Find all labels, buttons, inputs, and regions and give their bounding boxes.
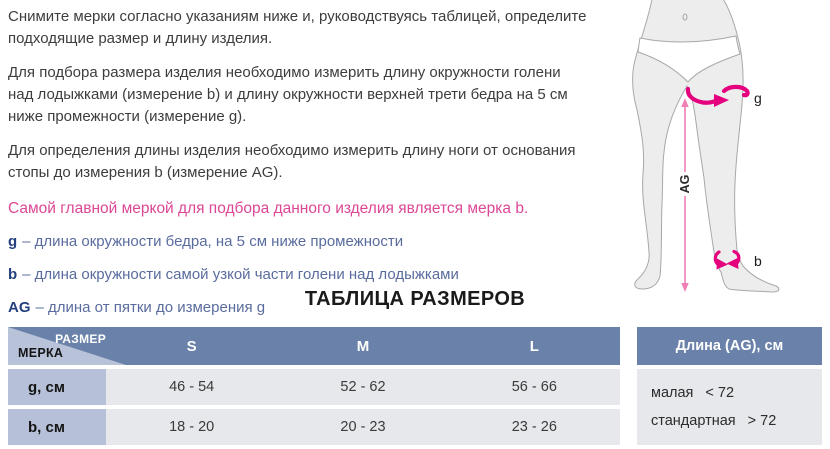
size-table-title: ТАБЛИЦА РАЗМЕРОВ	[304, 288, 526, 310]
intro-paragraph-1: Снимите мерки согласно указаниям ниже и,…	[8, 8, 587, 47]
highlight-note: Самой главной меркой для подбора данного…	[8, 200, 529, 217]
table-row-g: g, см 46 - 54 52 - 62 56 - 66	[8, 369, 620, 405]
corner-label-size: РАЗМЕР	[55, 332, 106, 346]
row-cells-b: 18 - 20 20 - 23 23 - 26	[106, 409, 620, 445]
length-table: Длина (AG), см малая < 72 стандартная > …	[637, 327, 822, 445]
size-table-corner-cell: РАЗМЕР МЕРКА	[8, 327, 126, 365]
length-label-short: малая	[651, 385, 694, 401]
row-label-b: b, см	[8, 409, 106, 445]
instructions-column: Снимите мерки согласно указаниям ниже и,…	[8, 6, 640, 319]
length-value-standard: > 72	[747, 413, 777, 429]
legs-measurement-figure: g AG b	[630, 0, 830, 320]
cell-b-m: 20 - 23	[340, 419, 386, 435]
definition-b-text: – длина окружности самой узкой части гол…	[22, 266, 459, 283]
body-silhouette	[632, 0, 780, 293]
cell-g-l: 56 - 66	[511, 379, 557, 395]
row-cells-g: 46 - 54 52 - 62 56 - 66	[106, 369, 620, 405]
cell-g-m: 52 - 62	[340, 379, 386, 395]
b-label: b	[754, 253, 762, 269]
tables-section: РАЗМЕР МЕРКА S M L g, см 46 - 54 52 - 62…	[8, 327, 822, 445]
definition-b-term: b	[8, 266, 18, 283]
length-table-header: Длина (AG), см	[637, 327, 822, 365]
intro-paragraph-3: Для определения длины изделия необходимо…	[8, 142, 576, 181]
b-arrowhead-right	[726, 258, 739, 269]
intro-paragraph-2: Для подбора размера изделия необходимо и…	[8, 64, 568, 125]
cell-b-l: 23 - 26	[511, 419, 557, 435]
ag-length-arrow-icon	[681, 98, 689, 292]
corner-label-measure: МЕРКА	[18, 346, 64, 360]
column-header-s: S	[186, 337, 197, 355]
length-value-short: < 72	[705, 385, 735, 401]
navel-mark	[682, 13, 688, 21]
definition-b: b – длина окружности самой узкой части го…	[8, 264, 640, 286]
length-table-body: малая < 72 стандартная > 72	[637, 369, 822, 445]
column-header-l: L	[529, 337, 539, 355]
corner-diagonal-triangle	[8, 327, 126, 365]
g-measure-arrow-icon	[685, 84, 750, 105]
size-table: РАЗМЕР МЕРКА S M L g, см 46 - 54 52 - 62…	[8, 327, 620, 445]
definition-g-text: – длина окружности бедра, на 5 см ниже п…	[22, 233, 404, 250]
g-arrowhead	[714, 94, 729, 107]
definition-ag-text: – длина от пятки до измерения g	[35, 299, 266, 316]
underwear-shape	[637, 35, 741, 83]
length-label-standard: стандартная	[651, 413, 736, 429]
length-row-standard: стандартная > 72	[651, 413, 822, 429]
cell-g-s: 46 - 54	[169, 379, 215, 395]
definition-ag-term: AG	[8, 299, 31, 316]
definition-g: g – длина окружности бедра, на 5 см ниже …	[8, 231, 640, 253]
ag-label: AG	[678, 175, 692, 194]
legs-figure-svg: g AG b	[632, 0, 780, 293]
table-row-b: b, см 18 - 20 20 - 23 23 - 26	[8, 409, 620, 445]
definition-ag: AG – длина от пятки до измерения g	[8, 297, 640, 319]
size-table-header-row: РАЗМЕР МЕРКА S M L	[8, 327, 620, 365]
row-label-g: g, см	[8, 369, 106, 405]
column-header-m: M	[356, 337, 370, 355]
b-arrowhead-left	[716, 258, 728, 270]
length-row-short: малая < 72	[651, 385, 822, 401]
definition-g-term: g	[8, 233, 18, 250]
g-label: g	[754, 90, 762, 106]
cell-b-s: 18 - 20	[169, 419, 215, 435]
